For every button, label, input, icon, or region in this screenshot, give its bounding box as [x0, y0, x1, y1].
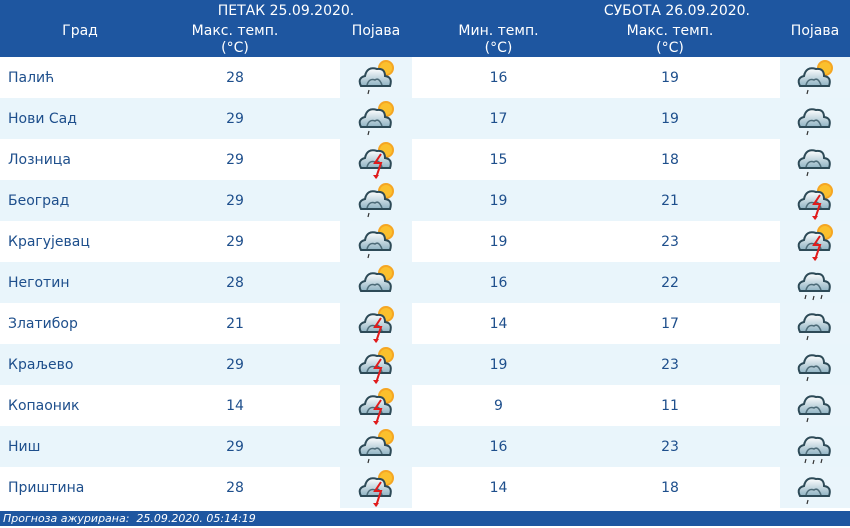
sun-cloud-rain-icon — [780, 57, 850, 98]
max-temp-day2: 19 — [661, 69, 679, 86]
sun-cloud-storm-icon — [780, 180, 850, 221]
min-temp-day2: 17 — [412, 98, 600, 139]
sun-cloud-rain-icon — [340, 221, 412, 262]
col-max1: Макс. темп. (°C) — [191, 23, 279, 56]
max-temp-day2: 22 — [600, 262, 780, 303]
max-temp-day1: 29 — [160, 426, 340, 467]
max-temp-day1: 28 — [160, 262, 340, 303]
update-footer: Прогноза ажурирана: 25.09.2020. 05:14:19 — [0, 511, 850, 526]
cloud-rain-icon — [780, 303, 850, 344]
day2-header: СУБОТА 26.09.2020. — [603, 3, 750, 19]
city-name: Приштина — [8, 479, 85, 496]
min-temp-day2: 9 — [494, 397, 503, 414]
cloud-heavy-rain-icon — [780, 262, 850, 303]
max-temp-day1: 28 — [226, 479, 244, 496]
city-name: Краљево — [0, 344, 160, 385]
min-temp-day2: 16 — [412, 262, 600, 303]
table-row: Палић 28 16 19 — [0, 57, 850, 98]
max-temp-day2: 18 — [661, 151, 679, 168]
max-temp-day1: 29 — [226, 233, 244, 250]
min-temp-day2: 16 — [412, 426, 600, 467]
max-temp-day2: 18 — [661, 479, 679, 496]
min-temp-day2: 14 — [489, 479, 508, 496]
cloud-rain-icon — [780, 385, 850, 426]
max-temp-day2: 19 — [600, 98, 780, 139]
max-temp-day1: 29 — [160, 98, 340, 139]
city-name: Крагујевац — [8, 233, 90, 250]
max-temp-day1: 29 — [160, 344, 340, 385]
sun-cloud-storm-icon — [340, 344, 412, 385]
table-row: Београд 29 19 21 — [0, 180, 850, 221]
col-phen2: Појава — [790, 23, 840, 39]
table-row: Крагујевац 29 19 23 — [0, 221, 850, 262]
cloud-rain-icon — [780, 344, 850, 385]
sun-cloud-storm-icon — [340, 303, 412, 344]
table-row: Нови Сад 29 17 19 — [0, 98, 850, 139]
city-name: Неготин — [0, 262, 160, 303]
cloud-heavy-rain-icon — [780, 426, 850, 467]
cloud-rain-icon — [780, 98, 850, 139]
table-row: Ниш 29 16 23 — [0, 426, 850, 467]
city-name: Копаоник — [8, 397, 80, 414]
day1-header: ПЕТАК 25.09.2020. — [217, 3, 355, 19]
city-name: Нови Сад — [0, 98, 160, 139]
min-temp-day2: 14 — [489, 315, 508, 332]
max-temp-day2: 23 — [600, 426, 780, 467]
max-temp-day2: 21 — [600, 180, 780, 221]
col-min2: Мин. темп. (°C) — [458, 23, 539, 56]
col-max2: Макс. темп. (°C) — [626, 23, 714, 56]
max-temp-day2: 11 — [661, 397, 679, 414]
max-temp-day1: 14 — [226, 397, 244, 414]
max-temp-day1: 21 — [226, 315, 244, 332]
max-temp-day1: 28 — [226, 69, 244, 86]
col-city: Град — [62, 23, 98, 39]
sun-cloud-icon — [340, 262, 412, 303]
sun-cloud-storm-icon — [780, 221, 850, 262]
sun-cloud-storm-icon — [340, 139, 412, 180]
cloud-rain-icon — [780, 139, 850, 180]
sun-cloud-rain-icon — [340, 98, 412, 139]
max-temp-day1: 29 — [160, 180, 340, 221]
sun-cloud-storm-icon — [340, 385, 412, 426]
table-row: Копаоник 14 9 11 — [0, 385, 850, 426]
max-temp-day2: 23 — [600, 344, 780, 385]
sun-cloud-rain-icon — [340, 426, 412, 467]
cloud-rain-icon — [780, 467, 850, 508]
table-row: Неготин 28 16 22 — [0, 262, 850, 303]
table-row: Лозница 29 15 18 — [0, 139, 850, 180]
forecast-table: ПЕТАК 25.09.2020. СУБОТА 26.09.2020. Гра… — [0, 0, 850, 508]
sun-cloud-rain-icon — [340, 180, 412, 221]
min-temp-day2: 19 — [412, 344, 600, 385]
city-name: Златибор — [8, 315, 78, 332]
min-temp-day2: 19 — [489, 233, 508, 250]
max-temp-day1: 29 — [226, 151, 244, 168]
max-temp-day2: 17 — [661, 315, 679, 332]
min-temp-day2: 16 — [489, 69, 508, 86]
city-name: Палић — [8, 69, 55, 86]
max-temp-day2: 23 — [661, 233, 679, 250]
table-row: Златибор 21 14 17 — [0, 303, 850, 344]
col-phen1: Појава — [351, 23, 401, 39]
min-temp-day2: 15 — [489, 151, 508, 168]
sun-cloud-rain-icon — [340, 57, 412, 98]
table-row: Приштина 28 14 18 — [0, 467, 850, 508]
city-name: Ниш — [0, 426, 160, 467]
min-temp-day2: 19 — [412, 180, 600, 221]
city-name: Београд — [0, 180, 160, 221]
table-row: Краљево 29 19 23 — [0, 344, 850, 385]
city-name: Лозница — [8, 151, 71, 168]
sun-cloud-storm-icon — [340, 467, 412, 508]
